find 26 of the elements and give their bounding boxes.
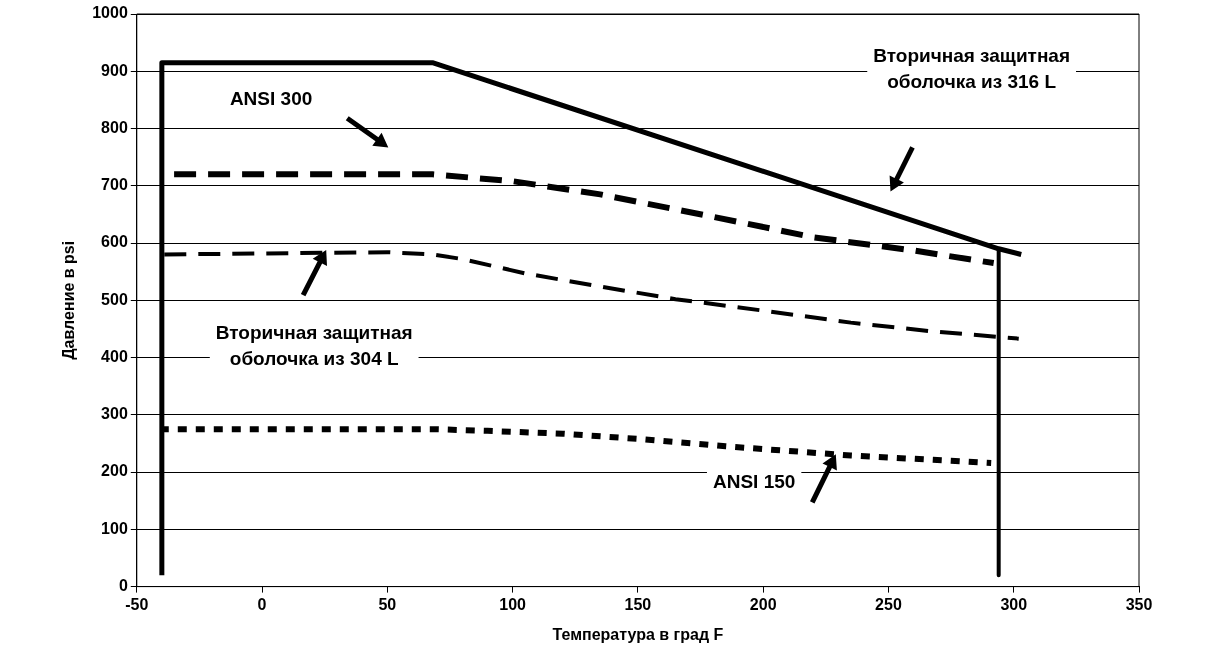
y-tick-label: 700 [101,176,128,194]
x-tick-label: 200 [749,595,777,613]
x-axis-title: Температура в град F [552,625,724,643]
x-tick-label: -50 [125,595,149,613]
annotation: ANSI 150 [712,471,796,493]
x-tick-label: 350 [1125,595,1153,613]
x-tick-label: 300 [1000,595,1028,613]
y-tick-label: 900 [101,61,128,79]
annotation: ANSI 300 [229,87,313,109]
y-tick-label: 300 [101,405,128,423]
x-tick-label: 250 [875,595,902,613]
y-tick-label: 800 [101,118,128,136]
y-tick-label: 600 [101,233,128,251]
y-tick-label: 400 [101,347,128,365]
annotation: Вторичная защитная оболочка из 304 L [215,321,413,369]
x-tick-label: 150 [624,595,652,613]
y-tick-label: 200 [101,462,128,480]
y-tick-label: 1000 [92,4,128,22]
y-tick-label: 100 [101,519,128,537]
x-tick-label: 0 [257,595,267,613]
annotation: Вторичная защитная оболочка из 316 L [873,45,1071,93]
x-tick-label: 50 [378,595,397,613]
y-tick-label: 500 [101,290,128,308]
y-axis-title: Давление в psi [60,240,78,360]
y-tick-label: 0 [118,577,128,595]
x-tick-label: 100 [499,595,527,613]
